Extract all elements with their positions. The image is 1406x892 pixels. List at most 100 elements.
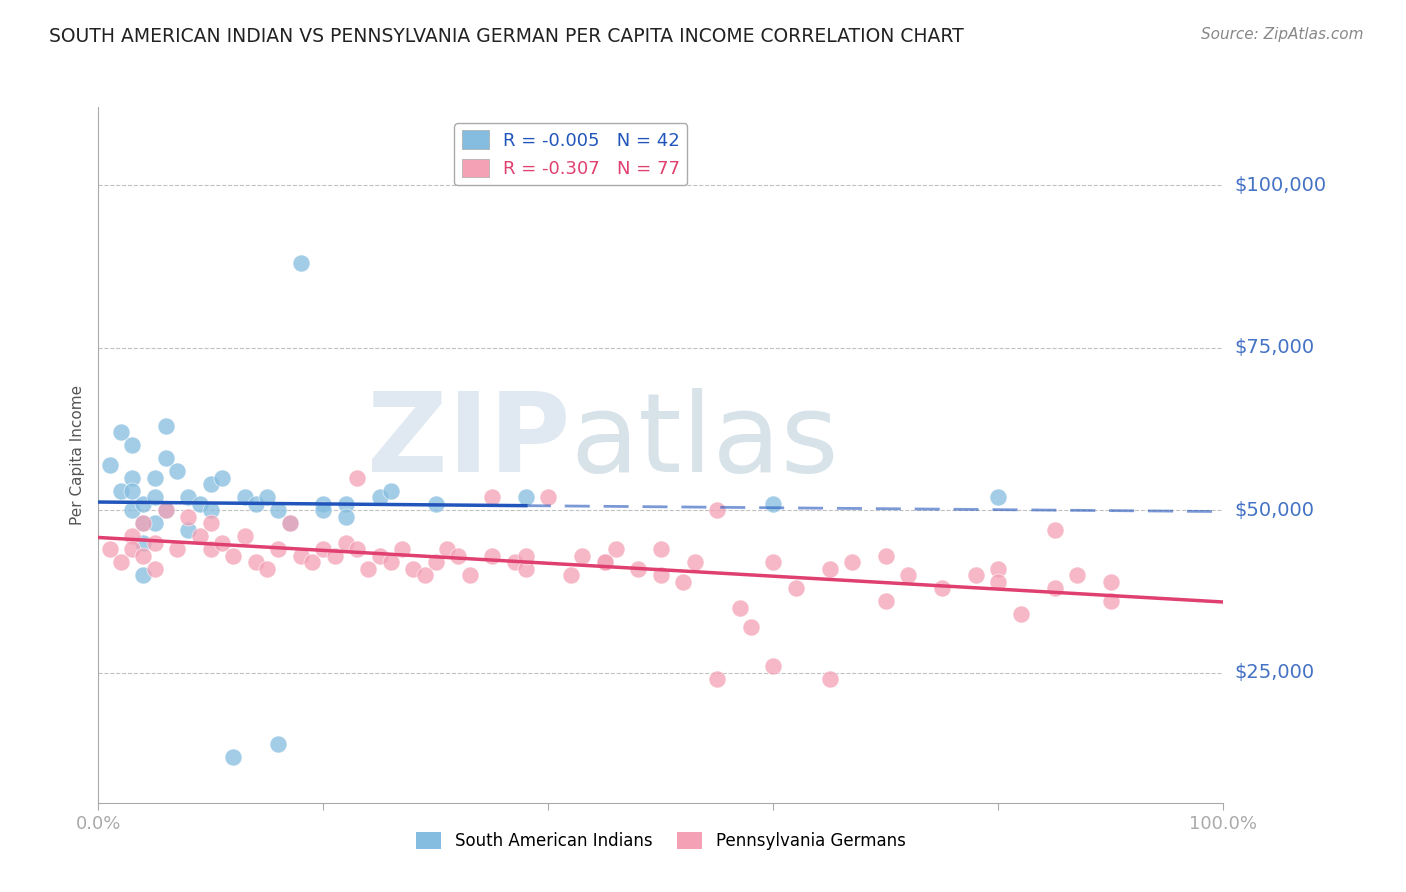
Point xyxy=(425,555,447,569)
Point xyxy=(312,503,335,517)
Point xyxy=(346,542,368,557)
Point xyxy=(267,542,290,557)
Point xyxy=(503,555,526,569)
Point xyxy=(301,555,323,569)
Point xyxy=(166,464,188,478)
Point xyxy=(413,568,436,582)
Text: $100,000: $100,000 xyxy=(1234,176,1326,194)
Text: $25,000: $25,000 xyxy=(1234,664,1315,682)
Point xyxy=(233,490,256,504)
Point xyxy=(290,549,312,563)
Point xyxy=(515,562,537,576)
Point xyxy=(211,535,233,549)
Point xyxy=(987,574,1010,589)
Point xyxy=(335,535,357,549)
Point xyxy=(200,477,222,491)
Point xyxy=(155,503,177,517)
Point xyxy=(110,483,132,498)
Point xyxy=(121,542,143,557)
Point xyxy=(436,542,458,557)
Point xyxy=(278,516,301,531)
Point xyxy=(1043,581,1066,595)
Point xyxy=(121,529,143,543)
Point xyxy=(312,497,335,511)
Point xyxy=(897,568,920,582)
Point xyxy=(571,549,593,563)
Point xyxy=(177,523,200,537)
Point xyxy=(267,737,290,751)
Point xyxy=(481,490,503,504)
Point xyxy=(121,471,143,485)
Point xyxy=(110,555,132,569)
Point xyxy=(368,549,391,563)
Point xyxy=(537,490,560,504)
Point xyxy=(121,503,143,517)
Point xyxy=(762,659,785,673)
Point xyxy=(987,490,1010,504)
Point xyxy=(278,516,301,531)
Point xyxy=(143,535,166,549)
Point xyxy=(931,581,953,595)
Point xyxy=(143,471,166,485)
Point xyxy=(245,497,267,511)
Point xyxy=(98,542,121,557)
Point xyxy=(177,490,200,504)
Point xyxy=(965,568,987,582)
Point xyxy=(211,471,233,485)
Point xyxy=(188,529,211,543)
Point xyxy=(683,555,706,569)
Point xyxy=(346,471,368,485)
Point xyxy=(155,503,177,517)
Point xyxy=(256,490,278,504)
Point xyxy=(132,497,155,511)
Point xyxy=(391,542,413,557)
Point xyxy=(98,458,121,472)
Point xyxy=(121,438,143,452)
Point xyxy=(841,555,863,569)
Point xyxy=(728,600,751,615)
Y-axis label: Per Capita Income: Per Capita Income xyxy=(70,384,86,525)
Point xyxy=(560,568,582,582)
Text: atlas: atlas xyxy=(571,387,839,494)
Point xyxy=(1066,568,1088,582)
Point xyxy=(425,497,447,511)
Text: $50,000: $50,000 xyxy=(1234,500,1315,520)
Point xyxy=(335,509,357,524)
Point xyxy=(380,483,402,498)
Point xyxy=(155,451,177,466)
Point xyxy=(166,542,188,557)
Point xyxy=(672,574,695,589)
Point xyxy=(323,549,346,563)
Point xyxy=(200,516,222,531)
Point xyxy=(605,542,627,557)
Point xyxy=(222,750,245,764)
Point xyxy=(1043,523,1066,537)
Point xyxy=(132,549,155,563)
Point xyxy=(368,490,391,504)
Point xyxy=(143,490,166,504)
Point xyxy=(706,503,728,517)
Point xyxy=(312,542,335,557)
Point xyxy=(233,529,256,543)
Point xyxy=(1010,607,1032,622)
Point xyxy=(593,555,616,569)
Point xyxy=(290,256,312,270)
Point xyxy=(627,562,650,576)
Point xyxy=(132,535,155,549)
Point xyxy=(818,672,841,686)
Point xyxy=(785,581,807,595)
Point xyxy=(132,568,155,582)
Point xyxy=(1099,594,1122,608)
Point xyxy=(818,562,841,576)
Point xyxy=(447,549,470,563)
Point xyxy=(267,503,290,517)
Legend: South American Indians, Pennsylvania Germans: South American Indians, Pennsylvania Ger… xyxy=(409,826,912,857)
Point xyxy=(650,542,672,557)
Point xyxy=(740,620,762,634)
Point xyxy=(222,549,245,563)
Point xyxy=(593,555,616,569)
Point xyxy=(650,568,672,582)
Point xyxy=(155,418,177,433)
Point xyxy=(200,503,222,517)
Point xyxy=(188,497,211,511)
